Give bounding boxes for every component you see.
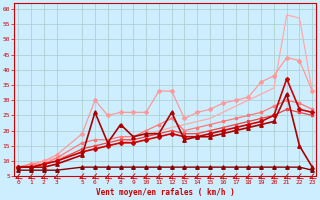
X-axis label: Vent moyen/en rafales ( km/h ): Vent moyen/en rafales ( km/h ) <box>96 188 235 197</box>
